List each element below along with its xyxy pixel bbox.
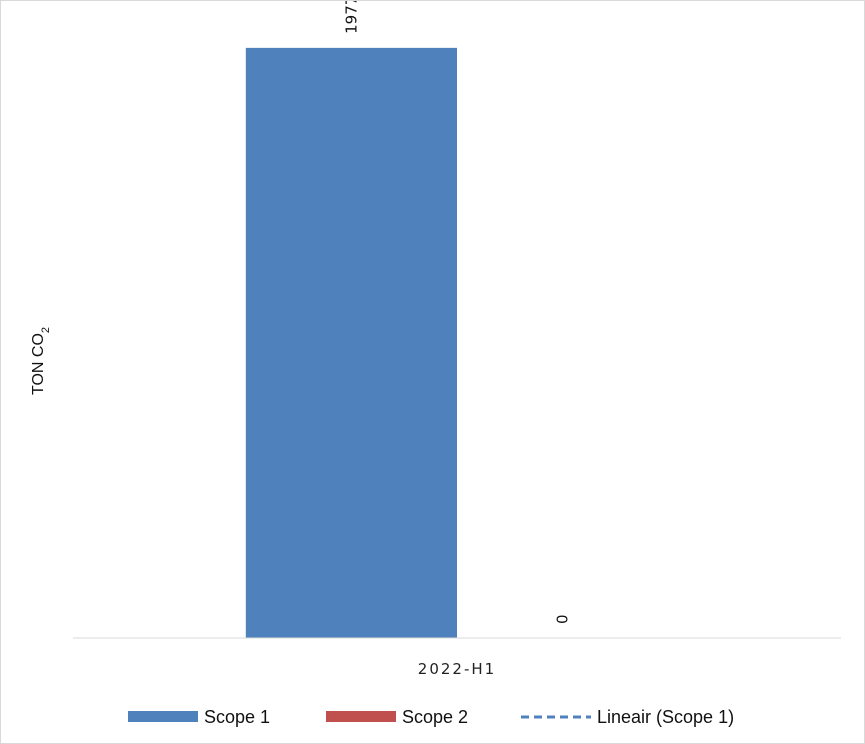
legend: Scope 1 Scope 2 Lineair (Scope 1) — [128, 707, 734, 727]
x-tick-labels: 2022-H1 — [418, 660, 496, 678]
legend-swatch-scope-1 — [128, 711, 198, 722]
legend-label-scope-1: Scope 1 — [204, 707, 270, 727]
data-label-scope-1: 1977 — [342, 1, 360, 34]
y-axis-title: TON CO2 — [30, 327, 52, 395]
legend-label-trendline: Lineair (Scope 1) — [597, 707, 734, 727]
legend-swatch-scope-2 — [326, 711, 396, 722]
bar-scope-1 — [245, 47, 457, 639]
data-label-scope-2: 0 — [554, 614, 572, 624]
plot-area: 1977 0 — [245, 1, 572, 639]
x-tick-label: 2022-H1 — [418, 660, 496, 678]
legend-label-scope-2: Scope 2 — [402, 707, 468, 727]
